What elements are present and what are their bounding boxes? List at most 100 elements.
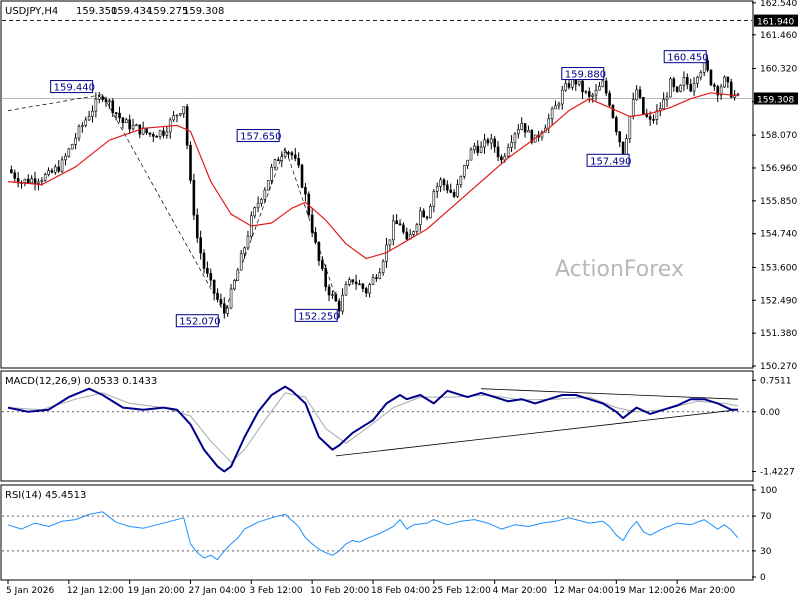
candle-body [483,139,486,148]
price-axis-label: 155.850 [760,197,797,207]
candle-body [351,279,355,283]
candle-body [547,118,551,129]
candle-body [97,96,101,100]
candle-body [226,307,229,314]
candle-body [236,269,240,281]
candle-body [121,117,125,124]
x-axis-label: 3 Feb 12:00 [249,586,303,596]
candle-body [321,260,324,269]
candle-body [584,91,588,93]
key-level-label: 157.650 [240,132,281,143]
candle-body [128,119,131,130]
candle-body [57,166,60,172]
candle-body [354,281,358,285]
current-price-label: 159.308 [757,95,794,105]
candle-body [675,86,679,92]
x-axis-label: 12 Jan 12:00 [67,586,124,596]
candle-body [47,170,50,175]
candle-body [94,98,98,112]
candle-body [54,166,57,173]
x-axis-label: 19 Mar 12:00 [614,586,674,596]
price-axis-label: 161.460 [760,31,797,41]
rsi-line [7,511,739,561]
candle-body [442,179,446,186]
candle-body [222,303,226,314]
rsi-axis-label: 0 [760,573,766,583]
candle-body [283,152,287,157]
candle-body [344,284,348,296]
price-axis-label: 156.960 [760,164,797,174]
candle-body [517,129,520,135]
candle-body [425,216,429,219]
candle-body [334,294,338,302]
candle-body [293,154,297,159]
macd-trendline [335,409,739,457]
key-level-box [236,129,280,143]
candle-body [530,130,534,143]
candle-body [287,152,290,154]
candle-body [520,123,524,130]
candle-body [642,97,645,114]
candle-body [74,137,77,145]
watermark: ActionForex [555,257,684,282]
candle-body [216,292,219,300]
key-level-label: 152.070 [179,317,220,328]
candle-body [182,106,186,114]
candle-body [185,106,189,146]
rsi-axis-label: 100 [760,486,777,496]
candle-body [716,86,720,96]
candle-body [422,210,425,218]
candle-body [611,105,615,118]
candle-body [577,80,581,85]
price-axis-label: 151.380 [760,329,797,339]
candle-body [317,241,321,261]
key-level-box [663,50,707,64]
candle-body [719,86,723,96]
candle-body [280,156,284,162]
macd-axis-label: -1.4227 [760,468,795,478]
macd-line [7,385,738,473]
candle-body [135,124,138,127]
candle-body [402,224,405,233]
candle-body [489,138,493,144]
candle-body [118,112,121,119]
candle-body [43,174,47,181]
candle-body [77,126,81,139]
candle-body [199,237,202,254]
candle-body [253,207,257,217]
candle-body [378,272,382,279]
candle-body [638,89,642,98]
resistance-label: 161.940 [757,18,794,28]
candle-body [304,187,307,195]
rsi-axis-label: 70 [760,512,772,522]
candle-body [726,76,730,83]
candle-body [571,79,574,88]
candle-body [709,69,713,86]
key-level-label: 160.450 [667,53,708,64]
candle-body [503,155,507,161]
candle-body [219,299,223,305]
candle-body [364,288,368,294]
key-level-box [561,67,605,81]
candle-body [314,232,317,243]
candle-body [64,155,67,161]
price-axis-label: 160.320 [760,65,797,75]
candle-body [466,159,469,166]
macd-axis-label: 0.00 [760,408,780,418]
candle-body [358,283,361,286]
candle-body [669,78,672,98]
candle-body [486,139,490,144]
key-level-box [50,80,94,94]
x-axis-label: 4 Mar 20:00 [493,586,548,596]
candle-body [523,123,527,133]
candle-body [662,99,665,109]
candle-body [699,72,703,78]
key-level-label: 159.440 [54,83,95,94]
candle-body [598,86,601,91]
macd-panel-frame [0,370,754,482]
candle-body [689,83,692,92]
candle-body [91,110,94,117]
candle-body [212,279,216,294]
candle-body [581,80,584,93]
price-axis-label: 153.600 [760,263,797,273]
